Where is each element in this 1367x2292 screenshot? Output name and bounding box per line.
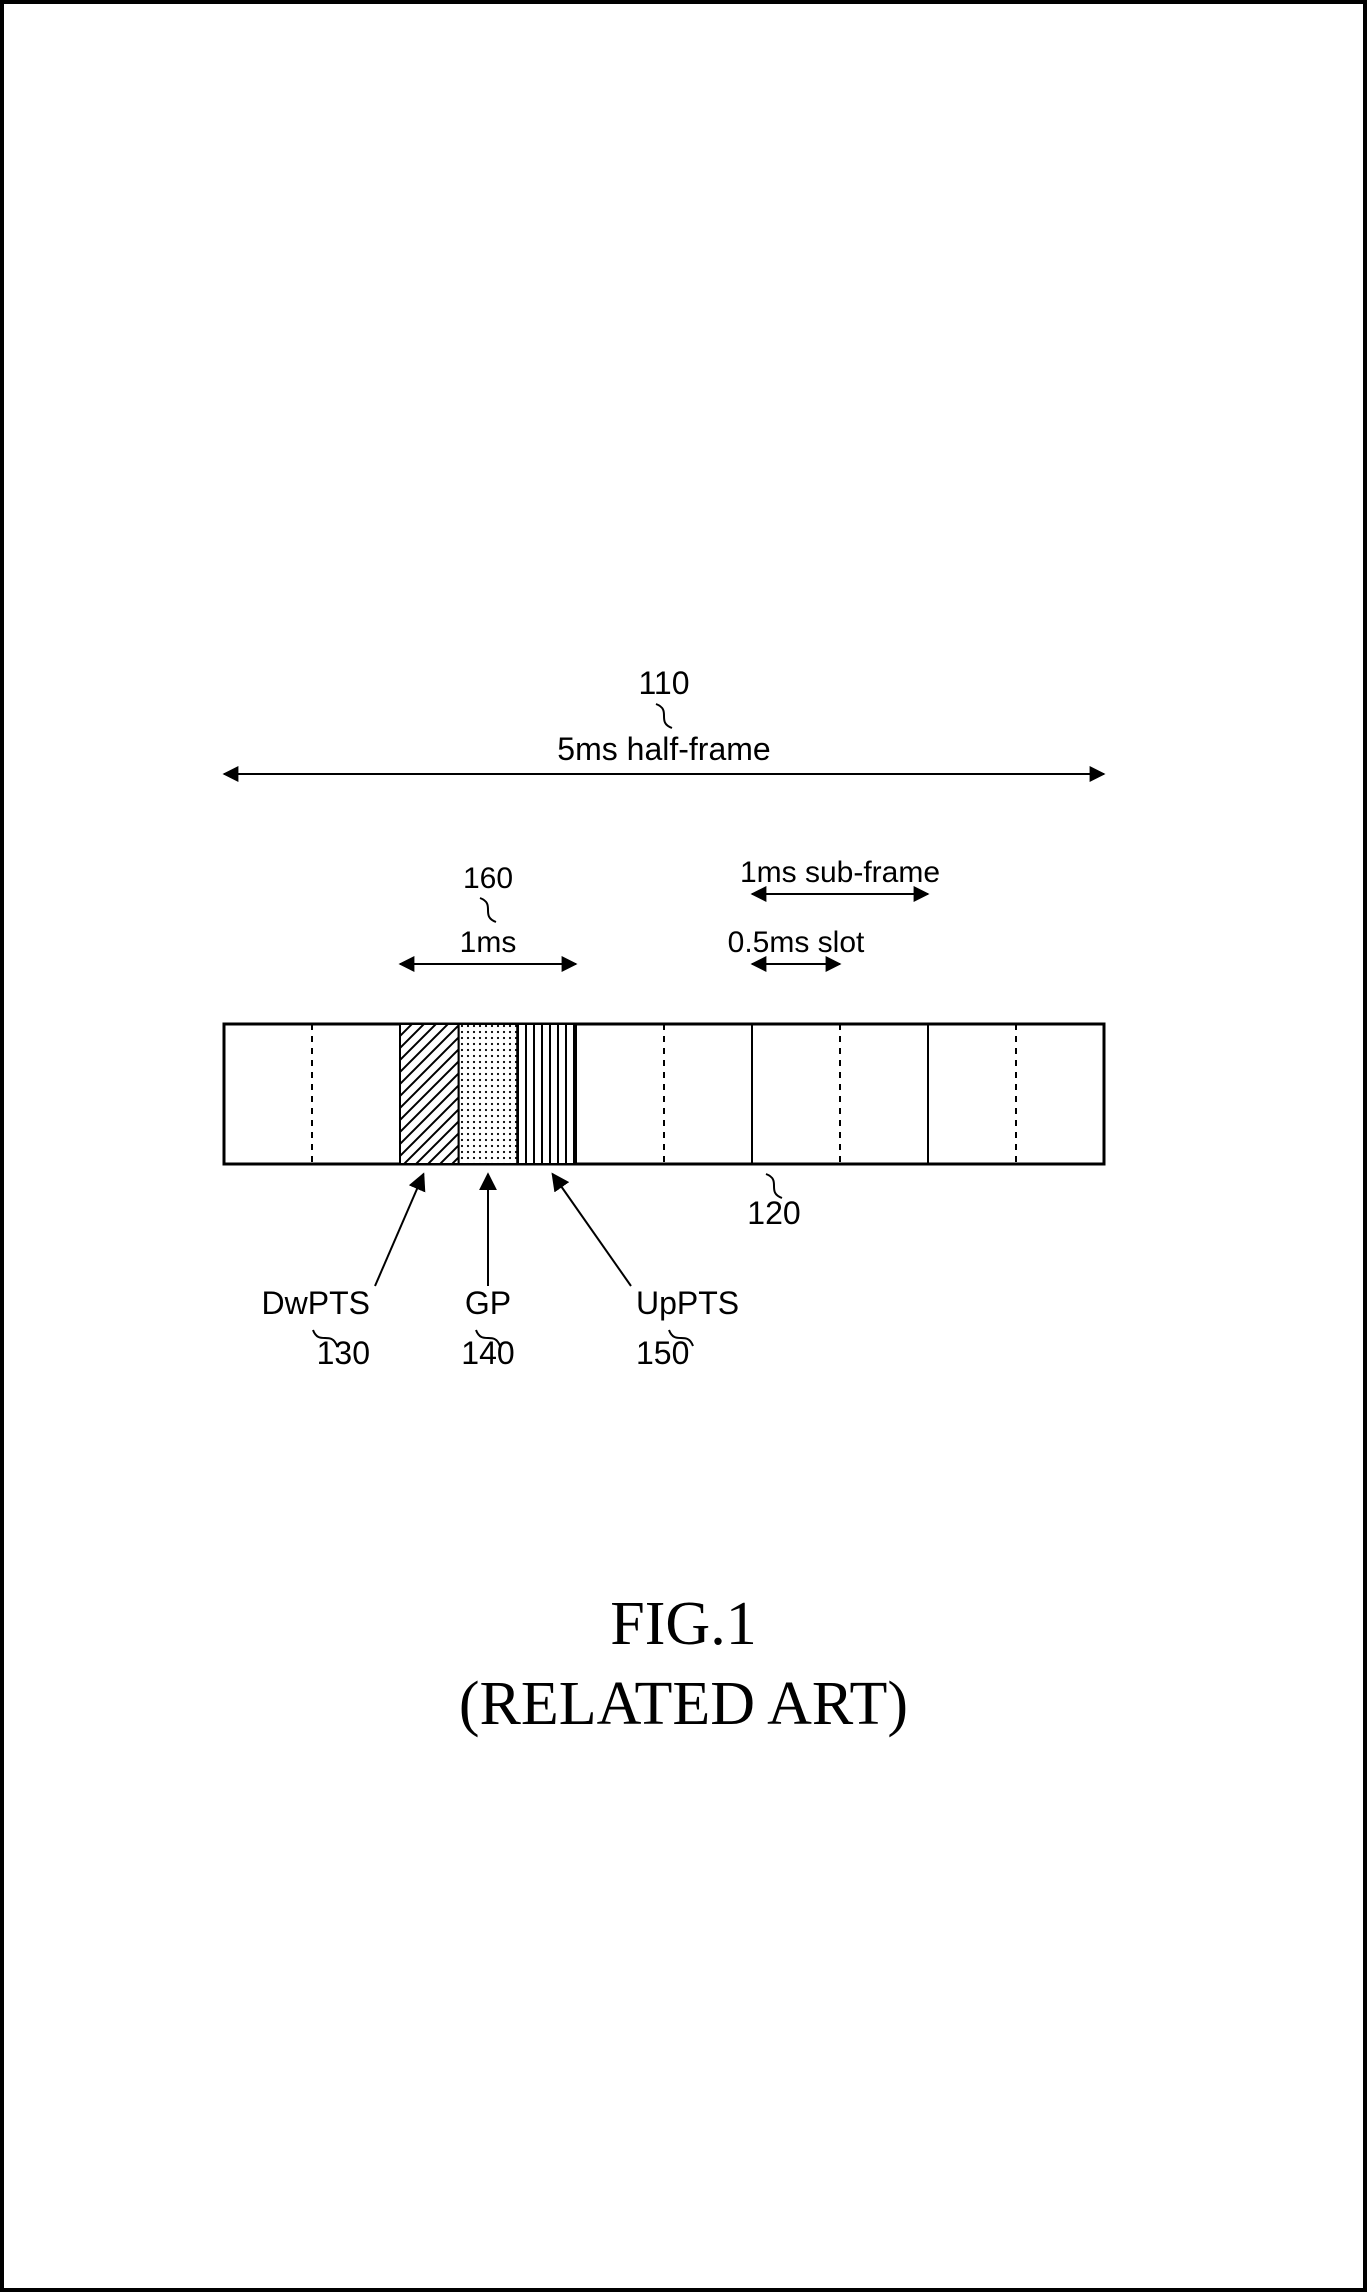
figure-title-1: FIG.1 (610, 1590, 756, 1658)
dwpts-label: DwPTS (262, 1285, 370, 1321)
slot-label: 0.5ms slot (728, 926, 865, 959)
subframe-ref: 120 (747, 1195, 800, 1231)
gp-ref: 140 (461, 1335, 514, 1371)
frame-bar (224, 1024, 1104, 1164)
special-subframe-label: 1ms (460, 926, 517, 959)
dwpts-region (400, 1024, 459, 1164)
halfframe-ref: 110 (638, 665, 689, 701)
uppts-label: UpPTS (636, 1285, 739, 1321)
halfframe-label: 5ms half-frame (557, 731, 770, 767)
figure-title-2: (RELATED ART) (459, 1670, 908, 1738)
special-subframe-ref: 160 (463, 862, 513, 895)
uppts-ref: 150 (636, 1335, 689, 1371)
subframe-label: 1ms sub-frame (740, 856, 940, 889)
uppts-region (517, 1024, 576, 1164)
gp-region (459, 1024, 518, 1164)
gp-label: GP (465, 1285, 511, 1321)
dwpts-ref: 130 (317, 1335, 370, 1371)
